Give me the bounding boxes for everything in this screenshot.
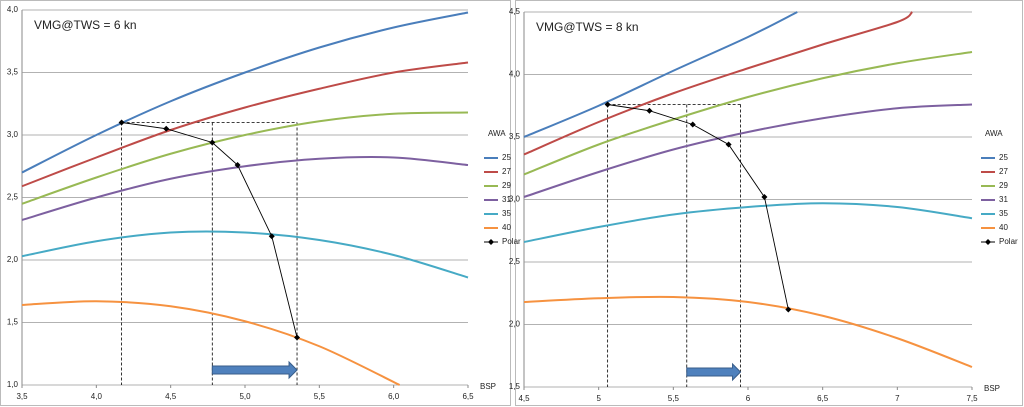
legend-marker <box>488 239 494 245</box>
series-line <box>523 202 973 243</box>
legend-label: Polar <box>999 237 1018 246</box>
legend-label: 27 <box>999 167 1008 176</box>
legend-label: 40 <box>502 223 511 232</box>
y-tick-label: 2,0 <box>509 320 521 329</box>
x-axis-label: BSP <box>984 384 1000 393</box>
x-tick-label: 3,5 <box>16 392 28 401</box>
legend-label: 35 <box>502 209 511 218</box>
legend-label: 29 <box>502 181 511 190</box>
x-tick-label: 6,0 <box>388 392 400 401</box>
series-line <box>121 122 298 338</box>
series-line <box>21 11 469 174</box>
x-tick-label: 7,5 <box>966 394 978 403</box>
x-tick-label: 6,5 <box>462 392 474 401</box>
legend-title: AWA <box>985 129 1003 138</box>
y-tick-label: 2,5 <box>509 257 521 266</box>
series-line <box>523 11 798 138</box>
arrow <box>686 362 742 382</box>
polar-point <box>646 107 653 114</box>
series-line <box>21 156 469 221</box>
polar-point <box>761 194 768 200</box>
x-tick-label: 6,5 <box>817 394 829 403</box>
legend-label: 35 <box>999 209 1008 218</box>
series-line <box>21 111 469 205</box>
chart-title: VMG@TWS = 8 kn <box>536 20 639 34</box>
x-axis-label: BSP <box>480 382 496 391</box>
y-tick-label: 3,5 <box>7 68 19 77</box>
series-line <box>21 61 469 188</box>
series-line <box>21 300 401 386</box>
polar-point <box>725 141 732 148</box>
polar-point <box>294 334 301 341</box>
legend-label: Polar <box>502 237 521 246</box>
legend-label: 25 <box>502 153 511 162</box>
y-tick-label: 1,0 <box>7 380 19 389</box>
y-tick-label: 3,0 <box>7 130 19 139</box>
chart-frame <box>515 0 1023 406</box>
y-tick-label: 2,0 <box>7 255 19 264</box>
x-tick-label: 4,5 <box>165 392 177 401</box>
y-tick-label: 3,0 <box>509 195 521 204</box>
y-tick-label: 3,5 <box>509 132 521 141</box>
legend-title: AWA <box>488 129 506 138</box>
legend-label: 25 <box>999 153 1008 162</box>
polar-point <box>604 101 611 108</box>
series-line <box>523 103 973 198</box>
legend-label: 29 <box>999 181 1008 190</box>
y-tick-label: 2,5 <box>7 193 19 202</box>
legend-label: 31 <box>999 195 1008 204</box>
polar-point <box>209 139 216 146</box>
y-tick-label: 4,0 <box>7 5 19 14</box>
polar-point <box>689 121 696 128</box>
series-line <box>523 11 913 156</box>
x-tick-label: 4,5 <box>518 394 530 403</box>
series-line <box>607 104 789 310</box>
x-tick-label: 5,5 <box>668 394 680 403</box>
y-tick-label: 1,5 <box>509 382 521 391</box>
x-tick-label: 4,0 <box>91 392 103 401</box>
legend-marker <box>985 239 991 245</box>
y-tick-label: 4,5 <box>509 7 521 16</box>
y-tick-label: 4,0 <box>509 70 521 79</box>
series-line <box>21 230 469 279</box>
x-tick-label: 7 <box>895 394 900 403</box>
legend-label: 27 <box>502 167 511 176</box>
y-tick-label: 1,5 <box>7 318 19 327</box>
polar-point <box>118 119 125 126</box>
legend-label: 40 <box>999 223 1008 232</box>
x-tick-label: 5,5 <box>314 392 326 401</box>
polar-point <box>163 125 170 132</box>
chart-title: VMG@TWS = 6 kn <box>34 18 137 32</box>
series-line <box>523 51 973 176</box>
polar-point <box>234 162 241 168</box>
arrow <box>211 360 298 380</box>
series-line <box>523 295 973 368</box>
legend-label: 31 <box>502 195 511 204</box>
x-tick-label: 5,0 <box>239 392 251 401</box>
x-tick-label: 6 <box>746 394 751 403</box>
x-tick-label: 5 <box>596 394 601 403</box>
polar-point <box>785 306 792 313</box>
polar-point <box>268 233 275 240</box>
